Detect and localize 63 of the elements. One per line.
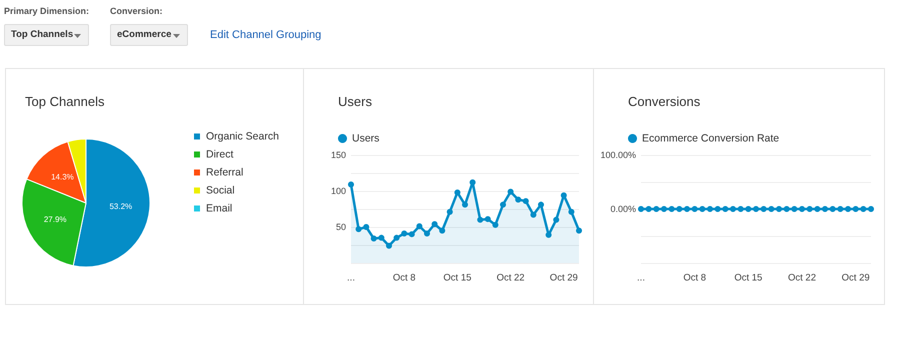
point [492,222,498,228]
point [363,224,370,230]
point [508,188,514,195]
x-tick-label: ... [637,272,645,284]
point [560,192,567,198]
point [515,196,522,203]
x-tick-label: Oct 8 [392,272,416,284]
dropdown: Top Channels [4,24,89,46]
text: Conversion: [110,6,163,16]
x-tick-label: Oct 8 [683,272,706,284]
data-label: 27.9% [44,215,67,224]
point [386,242,392,249]
data-label: 53.2% [109,202,132,212]
text: Edit Channel Grouping [210,29,322,41]
chart-title: Users [338,94,372,109]
point [408,231,415,238]
legend-label: Users [352,132,380,144]
point [576,228,582,234]
x-tick-label: Oct 29 [550,272,578,284]
point [454,189,460,196]
point [538,202,544,208]
point [356,226,362,232]
legend-label: Ecommerce Conversion Rate [642,132,780,144]
x-tick-label: Oct 15 [734,272,762,284]
point [470,179,476,186]
legend-label: Direct [206,148,234,160]
point [477,216,484,223]
x-tick-label: Oct 22 [496,272,525,284]
point [446,208,453,215]
legend-label: Email [206,202,232,214]
point [439,228,446,234]
y-tick-label: 100 [330,186,346,196]
point [370,236,377,242]
x-tick-label: Oct 15 [443,272,472,284]
x-tick-label: Oct 22 [788,272,816,284]
point [378,234,384,241]
y-tick-label: 50 [336,222,346,232]
point [500,202,506,208]
point [553,216,560,223]
point [432,221,438,228]
chart-title: Top Channels [25,94,105,109]
point [530,212,536,218]
dropdown: eCommerce [110,24,188,46]
legend-label: Organic Search [206,130,280,142]
legend-label: Referral [206,166,244,178]
x-tick-label: ... [347,272,355,284]
chart-title: Conversions [628,94,701,109]
x-tick-label: Oct 29 [842,272,870,284]
y-tick-label: 0.00% [610,204,636,214]
point [484,216,491,222]
point [416,223,422,230]
point [348,182,354,188]
y-tick-label: 150 [330,150,346,160]
point [462,202,468,208]
data-label: 14.3% [51,172,74,182]
point [424,230,430,236]
point [568,208,574,215]
point [522,198,529,204]
legend-label: Social [206,184,235,196]
point [401,230,408,236]
point [394,234,400,241]
y-tick-label: 100.00% [600,150,636,160]
text: Primary Dimension: [4,6,90,16]
